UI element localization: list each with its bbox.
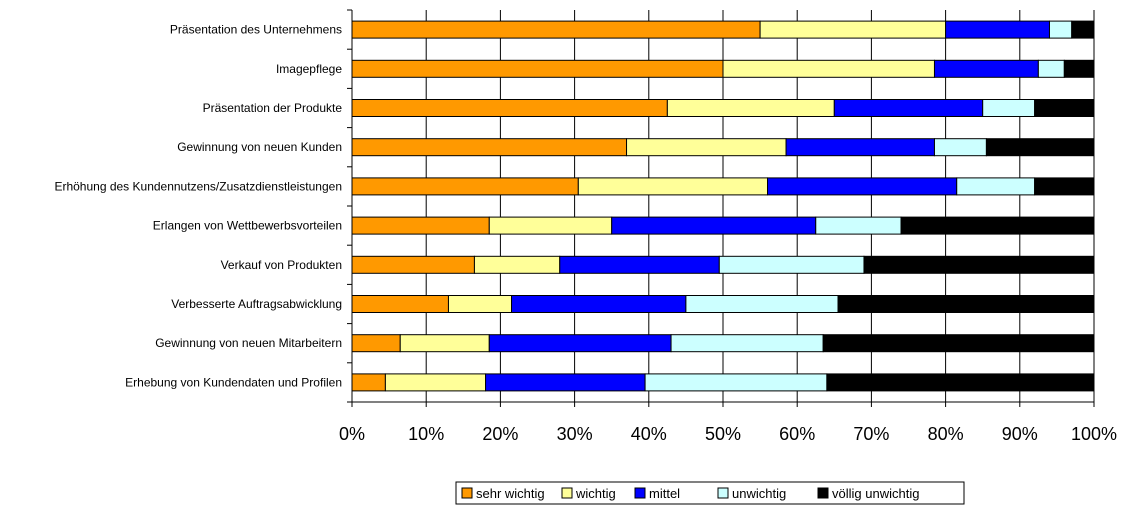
x-tick-labels: 0% 10% 20% 30% 40% 50% 60% 70% 80% 90% 100% bbox=[339, 424, 1117, 444]
bar-segment bbox=[488, 216, 613, 235]
bar-segment bbox=[1034, 99, 1095, 117]
bar-segment bbox=[822, 334, 1095, 353]
bar-segment bbox=[351, 255, 475, 274]
bar-segment bbox=[785, 138, 935, 157]
bar-segment bbox=[644, 373, 828, 392]
bar-segment bbox=[473, 255, 561, 274]
x-tick-label: 20% bbox=[482, 424, 518, 444]
bar-segment bbox=[833, 99, 984, 117]
bar-segment bbox=[985, 138, 1095, 157]
bar-segment bbox=[759, 20, 947, 39]
bar-segment bbox=[559, 255, 720, 274]
bar-segment bbox=[351, 373, 386, 392]
bar-segment bbox=[447, 295, 513, 313]
bar-segment bbox=[488, 334, 672, 353]
bar-segment bbox=[611, 216, 817, 235]
bar-segment bbox=[384, 373, 487, 392]
legend-label: völlig unwichtig bbox=[832, 486, 919, 501]
legend-label: wichtig bbox=[575, 486, 616, 501]
x-tick-label: 0% bbox=[339, 424, 365, 444]
bar-segment bbox=[722, 59, 935, 78]
category-label: Gewinnung von neuen Kunden bbox=[177, 140, 342, 154]
bar-segment bbox=[666, 99, 835, 117]
bar-segment bbox=[351, 295, 449, 313]
legend-label: mittel bbox=[649, 486, 680, 501]
bar-segment bbox=[351, 177, 579, 196]
x-tick-label: 100% bbox=[1071, 424, 1117, 444]
bar-segment bbox=[863, 255, 1095, 274]
bars bbox=[351, 20, 1095, 392]
legend-label: unwichtig bbox=[732, 486, 786, 501]
category-labels: Präsentation des Unternehmens Imagepflege… bbox=[54, 23, 342, 390]
category-label: Präsentation des Unternehmens bbox=[170, 23, 342, 37]
bar-segment bbox=[1037, 59, 1065, 78]
bar-segment bbox=[351, 59, 724, 78]
legend-swatch bbox=[717, 487, 729, 499]
bar-segment bbox=[956, 177, 1036, 196]
bar-segment bbox=[718, 255, 865, 274]
x-tick-label: 90% bbox=[1002, 424, 1038, 444]
category-label: Gewinnung von neuen Mitarbeitern bbox=[155, 336, 342, 350]
bar-segment bbox=[900, 216, 1095, 235]
bar-segment bbox=[767, 177, 958, 196]
category-label: Imagepflege bbox=[276, 62, 342, 76]
bar-segment bbox=[351, 334, 401, 353]
legend: sehr wichtig wichtig mittel unwichtig völlig… bbox=[455, 481, 965, 505]
category-label: Verkauf von Produkten bbox=[221, 258, 342, 272]
bar-segment bbox=[1071, 20, 1095, 39]
bar-segment bbox=[685, 295, 839, 313]
category-label: Erhebung von Kundendaten und Profilen bbox=[125, 375, 342, 389]
bar-segment bbox=[826, 373, 1095, 392]
bar-segment bbox=[945, 20, 1050, 39]
bar-segment bbox=[982, 99, 1036, 117]
bar-segment bbox=[351, 138, 628, 157]
bar-segment bbox=[1034, 177, 1095, 196]
category-label: Präsentation der Produkte bbox=[203, 101, 343, 115]
category-label: Erhöhung des Kundennutzens/Zusatzdienstl… bbox=[54, 179, 342, 193]
x-tick-label: 30% bbox=[557, 424, 593, 444]
bar-segment bbox=[1048, 20, 1073, 39]
bar-segment bbox=[933, 59, 1039, 78]
bar-segment bbox=[577, 177, 769, 196]
bar-segment bbox=[351, 20, 761, 39]
legend-label: sehr wichtig bbox=[476, 486, 545, 501]
bar-segment bbox=[485, 373, 646, 392]
category-label: Erlangen von Wettbewerbsvorteilen bbox=[153, 219, 342, 233]
bar-segment bbox=[815, 216, 902, 235]
legend-swatch bbox=[634, 487, 646, 499]
legend-box bbox=[455, 481, 965, 505]
x-tick-label: 50% bbox=[705, 424, 741, 444]
x-tick-label: 80% bbox=[928, 424, 964, 444]
bar-segment bbox=[399, 334, 490, 353]
legend-swatch bbox=[461, 487, 473, 499]
bar-segment bbox=[351, 216, 490, 235]
legend-swatch bbox=[561, 487, 573, 499]
bar-segment bbox=[933, 138, 987, 157]
legend-swatch bbox=[817, 487, 829, 499]
bar-segment bbox=[1063, 59, 1095, 78]
x-tick-label: 40% bbox=[631, 424, 667, 444]
bar-segment bbox=[670, 334, 824, 353]
bar-segment bbox=[626, 138, 787, 157]
bar-segment bbox=[837, 295, 1095, 313]
x-tick-label: 60% bbox=[779, 424, 815, 444]
bar-segment bbox=[351, 99, 668, 117]
category-label: Verbesserte Auftragsabwicklung bbox=[171, 297, 342, 311]
x-tick-label: 70% bbox=[853, 424, 889, 444]
axes bbox=[347, 9, 1095, 407]
x-tick-label: 10% bbox=[408, 424, 444, 444]
bar-segment bbox=[511, 295, 687, 313]
